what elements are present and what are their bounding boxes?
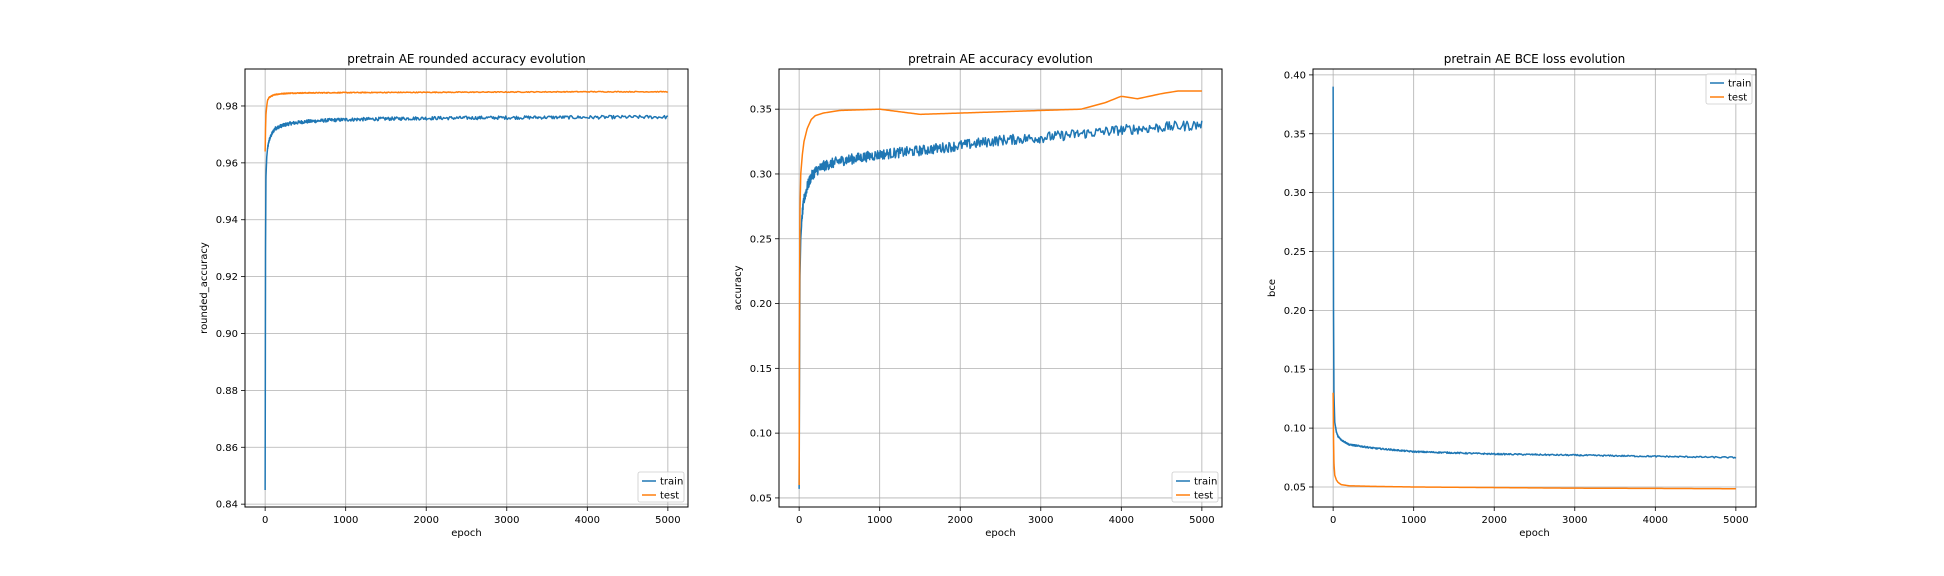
y-axis-label: bce [1267,279,1278,297]
y-tick-label: 0.10 [750,429,772,440]
y-tick-label: 0.90 [216,329,238,340]
x-tick-label: 4000 [575,515,600,526]
axes-frame [1312,68,1757,508]
legend-label-test: test [1728,93,1747,104]
chart-title: pretrain AE rounded accuracy evolution [347,52,585,66]
x-tick-label: 2000 [414,515,439,526]
y-tick-label: 0.10 [1284,424,1306,435]
y-axis-label: rounded_accuracy [199,242,210,334]
x-axis-label: epoch [451,528,481,539]
y-tick-label: 0.30 [1284,188,1306,199]
y-tick-label: 0.84 [216,500,238,511]
y-tick-label: 0.88 [216,386,238,397]
y-tick-label: 0.35 [1284,129,1306,140]
legend: train test [1171,471,1219,503]
series-line-train [264,114,669,491]
x-tick-label: 5000 [1189,515,1214,526]
x-tick-label: 1000 [867,515,892,526]
y-tick-label: 0.05 [750,493,772,504]
y-tick-label: 0.98 [216,101,238,112]
x-tick-label: 1000 [1401,515,1426,526]
series-line-test [798,90,1202,485]
legend: train test [1705,73,1753,105]
y-tick-label: 0.35 [750,105,772,116]
x-tick-label: 3000 [1028,515,1053,526]
x-tick-label: 4000 [1643,515,1668,526]
series-line-test [264,90,668,153]
y-tick-label: 0.15 [750,364,772,375]
x-axis-label: epoch [985,528,1015,539]
y-tick-label: 0.92 [216,272,238,283]
legend-label-test: test [660,491,679,502]
y-tick-label: 0.86 [216,443,238,454]
y-tick-label: 0.15 [1284,365,1306,376]
legend-label-test: test [1194,491,1213,502]
y-tick-label: 0.30 [750,169,772,180]
x-tick-label: 1000 [333,515,358,526]
x-tick-label: 5000 [1723,515,1748,526]
x-tick-label: 0 [1330,515,1336,526]
axes-frame [244,68,689,508]
legend: train test [637,471,685,503]
x-tick-label: 0 [262,515,268,526]
series-line-test [1332,392,1736,490]
legend-label-train: train [1728,79,1751,90]
y-tick-label: 0.25 [1284,247,1306,258]
axes-frame [778,68,1223,508]
y-axis-label: accuracy [733,265,744,310]
y-tick-label: 0.94 [216,215,238,226]
chart-title: pretrain AE accuracy evolution [908,52,1093,66]
x-tick-label: 2000 [1482,515,1507,526]
series-line-train [798,120,1203,490]
subplot-bce-loss: 0 1000 2000 3000 4000 5000 0.05 0.10 0.15 0.20 0.… [1267,52,1757,539]
y-tick-label: 0.25 [750,234,772,245]
legend-label-train: train [660,477,683,488]
y-tick-label: 0.20 [750,299,772,310]
chart-title: pretrain AE BCE loss evolution [1444,52,1626,66]
x-tick-label: 3000 [494,515,519,526]
legend-label-train: train [1194,477,1217,488]
series-line-train [1332,86,1737,459]
subplot-rounded-accuracy: 0 1000 2000 3000 4000 5000 0.84 0.86 0.88 0.90 0.… [199,52,689,539]
y-tick-label: 0.05 [1284,482,1306,493]
x-tick-label: 2000 [948,515,973,526]
y-tick-label: 0.20 [1284,306,1306,317]
x-tick-label: 5000 [655,515,680,526]
x-tick-label: 4000 [1109,515,1134,526]
subplot-accuracy: 0 1000 2000 3000 4000 5000 0.05 0.10 0.15 0.20 0.… [733,52,1223,539]
x-axis-label: epoch [1519,528,1549,539]
x-tick-label: 3000 [1562,515,1587,526]
y-tick-label: 0.40 [1284,70,1306,81]
x-tick-label: 0 [796,515,802,526]
y-tick-label: 0.96 [216,158,238,169]
